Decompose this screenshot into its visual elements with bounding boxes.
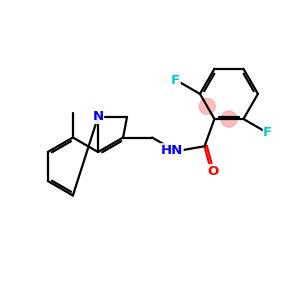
Text: N: N [92, 110, 104, 124]
Text: O: O [207, 164, 218, 178]
Text: HN: HN [161, 144, 183, 157]
Text: F: F [263, 126, 272, 139]
Ellipse shape [199, 98, 215, 114]
Ellipse shape [221, 111, 237, 127]
Text: F: F [171, 74, 180, 87]
